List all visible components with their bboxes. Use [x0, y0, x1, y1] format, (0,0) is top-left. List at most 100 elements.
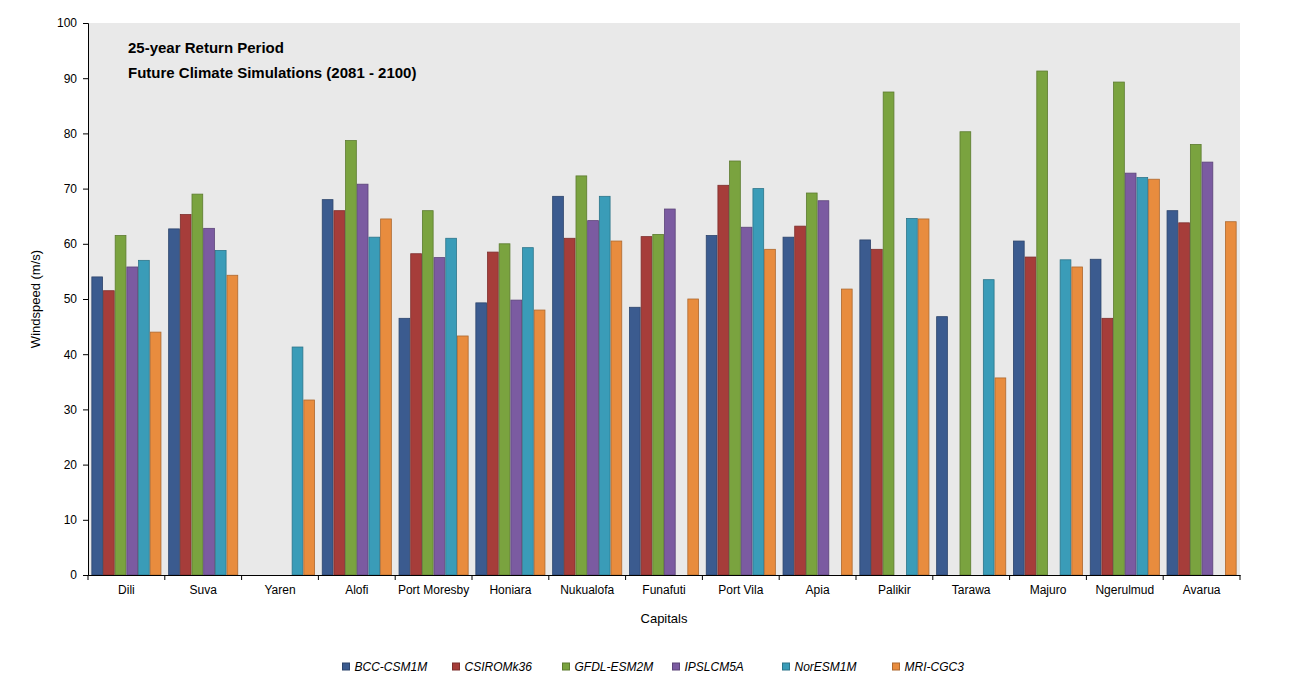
bar	[1090, 259, 1101, 575]
bar	[399, 318, 410, 575]
plot: 0102030405060708090100DiliSuvaYarenAlofi…	[57, 16, 1241, 596]
bar	[588, 221, 599, 575]
title: 25-year Return Period	[128, 39, 284, 56]
bar	[150, 332, 161, 575]
series	[139, 178, 1148, 575]
x-separator	[932, 575, 933, 580]
bar	[1013, 241, 1024, 575]
bar	[1225, 222, 1236, 575]
bar	[611, 241, 622, 575]
bar	[629, 307, 640, 575]
bar	[457, 336, 468, 575]
bar	[1137, 178, 1148, 575]
x-tick: Avarua	[1183, 575, 1221, 597]
legend-swatch	[453, 663, 460, 670]
bar	[995, 378, 1006, 575]
bar	[215, 250, 226, 575]
x-axis-title: Capitals	[641, 611, 688, 626]
bar	[553, 196, 564, 575]
bar	[534, 310, 545, 575]
x-tick: Honiara	[489, 575, 531, 597]
bar	[434, 258, 445, 575]
bar	[499, 244, 510, 575]
y-tick-label: 70	[64, 182, 78, 196]
y-tick-label: 100	[57, 16, 77, 30]
bar	[918, 219, 929, 575]
subtitle: Future Climate Simulations (2081 - 2100)	[128, 64, 416, 81]
y-tick: 20	[64, 458, 88, 472]
bar	[346, 141, 357, 575]
x-separator	[88, 575, 89, 580]
y-tick: 40	[64, 348, 88, 362]
bar	[411, 254, 422, 575]
bar	[1037, 71, 1048, 575]
bar	[1202, 162, 1213, 575]
x-tick: Nukualofa	[560, 575, 614, 597]
x-tick-label: Avarua	[1183, 583, 1221, 597]
bar	[1025, 257, 1036, 575]
y-axis-title: Windspeed (m/s)	[28, 250, 43, 348]
y-tick-label: 30	[64, 403, 78, 417]
y-axis: 0102030405060708090100	[57, 16, 89, 582]
bar	[381, 219, 392, 575]
legend-label: IPSLCM5A	[685, 660, 744, 674]
x-tick-label: Majuro	[1030, 583, 1067, 597]
x-separator	[1240, 575, 1241, 580]
x-tick: Apia	[806, 575, 830, 597]
bar	[599, 196, 610, 575]
bar	[718, 185, 729, 575]
bar	[192, 194, 203, 575]
bar	[1125, 173, 1136, 575]
y-tick-mark	[83, 133, 88, 134]
y-tick: 10	[64, 513, 88, 527]
bar	[1114, 82, 1125, 575]
bar	[127, 267, 138, 575]
x-tick-label: Yaren	[264, 583, 295, 597]
series	[104, 185, 1190, 575]
bar	[204, 228, 215, 575]
x-tick-label: Tarawa	[952, 583, 991, 597]
x-separator	[548, 575, 549, 580]
bar	[422, 211, 433, 575]
x-tick: Dili	[118, 575, 135, 597]
bar	[92, 277, 103, 575]
x-tick-label: Apia	[806, 583, 830, 597]
y-tick-label: 50	[64, 292, 78, 306]
y-tick-label: 20	[64, 458, 78, 472]
x-tick: Yaren	[264, 575, 295, 597]
bar	[818, 201, 829, 575]
y-tick: 30	[64, 403, 88, 417]
x-tick: Port Moresby	[398, 575, 469, 597]
legend-swatch	[783, 663, 790, 670]
x-separator	[318, 575, 319, 580]
bar	[576, 176, 587, 575]
bar	[806, 193, 817, 575]
chart: 0102030405060708090100DiliSuvaYarenAlofi…	[0, 0, 1315, 695]
bar	[860, 240, 871, 575]
bar	[1190, 144, 1201, 575]
y-tick-label: 0	[70, 568, 77, 582]
bar	[1149, 179, 1160, 575]
y-tick-mark	[83, 23, 88, 24]
y-tick-mark	[83, 520, 88, 521]
x-separator	[1009, 575, 1010, 580]
bar	[1179, 223, 1190, 575]
bar	[883, 92, 894, 575]
x-tick: Palikir	[878, 575, 911, 597]
x-tick-label: Suva	[190, 583, 218, 597]
y-tick-mark	[83, 354, 88, 355]
y-tick: 90	[64, 72, 88, 86]
bar	[334, 211, 345, 575]
legend: BCC-CSM1MCSIROMk36GFDL-ESM2MIPSLCM5ANorE…	[343, 660, 965, 674]
bar	[115, 236, 126, 575]
bar	[180, 215, 191, 575]
y-tick-label: 80	[64, 127, 78, 141]
plot-background	[88, 23, 1240, 575]
x-tick-label: Funafuti	[642, 583, 685, 597]
y-tick-label: 40	[64, 348, 78, 362]
bar	[872, 249, 883, 575]
series	[127, 162, 1213, 575]
bar	[446, 238, 457, 575]
y-tick: 70	[64, 182, 88, 196]
x-tick: Tarawa	[952, 575, 991, 597]
